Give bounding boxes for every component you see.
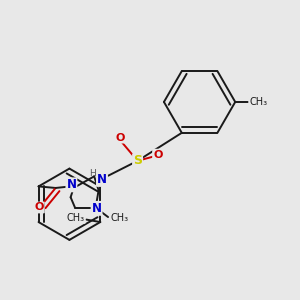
- Text: O: O: [34, 202, 44, 212]
- Text: O: O: [116, 133, 125, 142]
- Text: CH₃: CH₃: [110, 213, 129, 223]
- Text: H: H: [89, 169, 96, 178]
- Text: O: O: [153, 150, 162, 160]
- Text: CH₃: CH₃: [67, 213, 85, 223]
- Text: N: N: [97, 173, 107, 186]
- Text: CH₃: CH₃: [249, 97, 267, 107]
- Text: S: S: [133, 154, 142, 167]
- Text: N: N: [92, 202, 102, 215]
- Text: N: N: [66, 178, 76, 191]
